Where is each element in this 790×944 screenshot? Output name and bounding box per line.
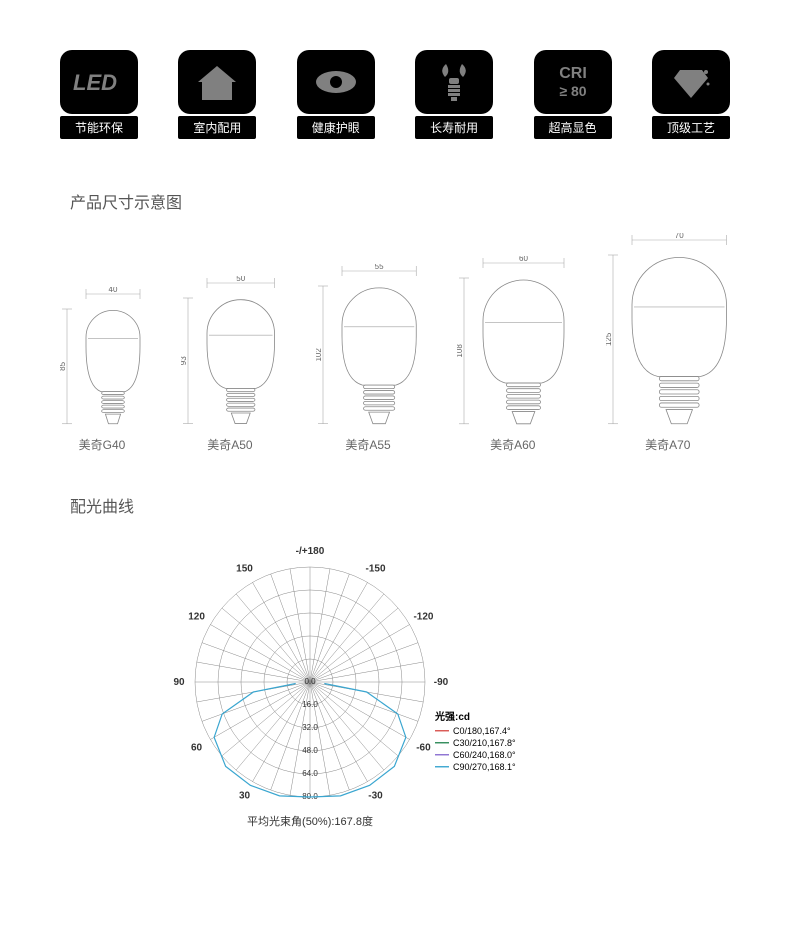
feature-house: 室内配用 [178,50,256,139]
svg-text:-150: -150 [365,563,385,574]
svg-text:C60/240,168.0°: C60/240,168.0° [453,750,516,760]
feature-led: LED 节能环保 [60,50,138,139]
svg-text:-30: -30 [368,790,383,801]
bulb-美奇A55: 55 102 美奇A55 [316,264,420,453]
svg-text:102: 102 [316,348,323,362]
svg-text:70: 70 [674,233,683,240]
bulb-label: 美奇A50 [181,436,279,453]
svg-text:93: 93 [181,356,188,365]
feature-label: 室内配用 [178,116,256,139]
svg-text:LED: LED [73,70,117,95]
svg-text:108: 108 [457,344,464,358]
svg-text:16.0: 16.0 [302,700,318,709]
bulb-label: 美奇A55 [316,436,420,453]
house-icon [178,50,256,114]
section-title-polar: 配光曲线 [70,493,720,517]
bulb-美奇A70: 70 125 美奇A70 [606,233,731,453]
svg-text:-/+180: -/+180 [296,546,325,557]
svg-text:60: 60 [519,256,528,263]
feature-eye: 健康护眼 [297,50,375,139]
svg-text:0.0: 0.0 [304,677,316,686]
svg-text:60: 60 [191,742,203,753]
svg-text:40: 40 [109,287,118,294]
feature-diamond: 顶级工艺 [652,50,730,139]
feature-label: 超高显色 [534,116,612,139]
cri-icon: CRI≥ 80 [534,50,612,114]
svg-text:30: 30 [239,790,251,801]
svg-text:55: 55 [375,264,384,271]
svg-text:平均光束角(50%):167.8度: 平均光束角(50%):167.8度 [247,814,373,828]
svg-text:150: 150 [236,563,253,574]
bulb-label: 美奇A60 [457,436,568,453]
svg-text:-120: -120 [413,611,433,622]
section-title-dimensions: 产品尺寸示意图 [70,189,720,213]
bulb-label: 美奇A70 [606,436,731,453]
svg-text:120: 120 [188,611,205,622]
svg-text:≥ 80: ≥ 80 [559,83,586,99]
feature-label: 顶级工艺 [652,116,730,139]
svg-text:85: 85 [60,361,67,370]
svg-text:125: 125 [606,332,613,346]
diamond-icon [652,50,730,114]
svg-text:C30/210,167.8°: C30/210,167.8° [453,738,516,748]
polar-chart: -/+180 -150 150 -120 120 -90 90 -60 60 -30 30 0.0 16… [60,537,730,902]
leaf-icon [415,50,493,114]
svg-text:光强:cd: 光强:cd [434,710,470,723]
feature-label: 长寿耐用 [415,116,493,139]
bulb-label: 美奇G40 [60,436,144,453]
svg-text:64.0: 64.0 [302,769,318,778]
svg-text:50: 50 [236,276,245,283]
feature-label: 健康护眼 [297,116,375,139]
svg-text:-60: -60 [416,742,431,753]
bulb-美奇A60: 60 108 美奇A60 [457,256,568,453]
svg-text:C90/270,168.1°: C90/270,168.1° [453,762,516,772]
svg-text:90: 90 [173,677,185,688]
feature-leaf: 长寿耐用 [415,50,493,139]
svg-text:32.0: 32.0 [302,723,318,732]
bulb-美奇A50: 50 93 美奇A50 [181,276,279,453]
svg-text:C0/180,167.4°: C0/180,167.4° [453,726,511,736]
led-icon: LED [60,50,138,114]
eye-icon [297,50,375,114]
feature-label: 节能环保 [60,116,138,139]
svg-text:48.0: 48.0 [302,746,318,755]
svg-text:CRI: CRI [559,65,587,82]
svg-text:-90: -90 [434,677,449,688]
bulb-美奇G40: 40 85 美奇G40 [60,287,144,453]
feature-cri: CRI≥ 80超高显色 [534,50,612,139]
